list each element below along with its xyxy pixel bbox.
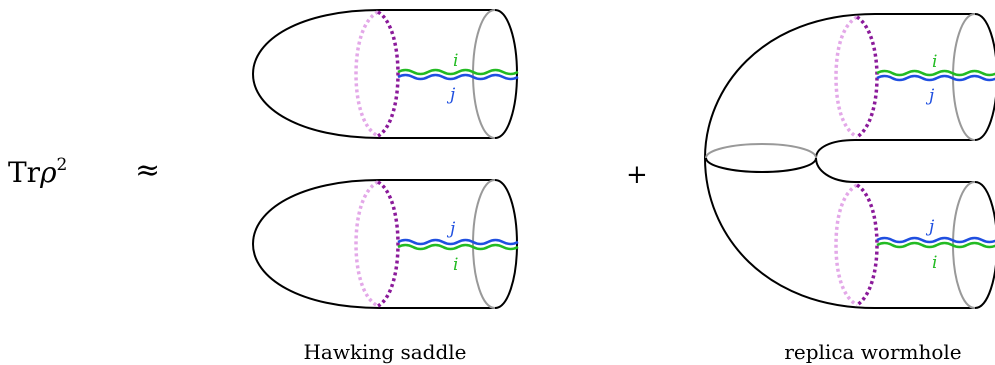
hawking-bottom-strand-j <box>397 238 519 246</box>
hawking-bottom-index-upper: j <box>446 219 456 239</box>
wormhole-top-cut-front <box>974 13 995 141</box>
hawking-bottom-index-lower: i <box>453 255 458 275</box>
hawking-top-disk: i j <box>251 9 519 139</box>
hawking-bottom-cut-front <box>494 179 519 309</box>
wormhole-bottom-index-lower: i <box>932 253 937 273</box>
wormhole-throat-back <box>705 142 817 159</box>
hawking-top-outline <box>251 9 495 139</box>
hawking-bottom-outline <box>251 179 495 309</box>
hawking-top-strand-j <box>397 73 519 81</box>
rho-symbol: ρ <box>39 156 57 189</box>
trace-label: Trρ2 <box>8 155 67 189</box>
wormhole-bottom-surface-front <box>855 183 879 307</box>
wormhole-bottom-strand-i <box>876 241 995 249</box>
wormhole-top-index-upper: i <box>932 52 937 72</box>
wormhole-top-surface-front <box>855 15 879 139</box>
hawking-top-index-lower: j <box>446 85 456 105</box>
rho-exponent: 2 <box>57 155 68 175</box>
hawking-bottom-strand-i <box>397 243 519 251</box>
wormhole-inner-boundary <box>814 139 975 183</box>
wormhole-throat-front <box>705 157 817 174</box>
hawking-top-cut-front <box>494 9 519 139</box>
hawking-top-cut-back <box>471 9 496 139</box>
wormhole-bottom-surface-back <box>834 183 858 307</box>
trace-symbol: Tr <box>8 156 41 189</box>
wormhole-caption: replica wormhole <box>784 340 961 364</box>
hawking-top-strand-i <box>397 68 519 76</box>
wormhole-top-index-lower: j <box>925 86 935 106</box>
hawking-bottom-surface-front <box>376 180 400 308</box>
hawking-top-surface-back <box>354 10 379 138</box>
wormhole-bottom-strand-j <box>876 236 995 244</box>
approx-symbol: ≈ <box>135 153 160 188</box>
wormhole-top-strand-i <box>876 69 995 77</box>
wormhole-bottom-cut-front <box>974 181 995 309</box>
wormhole-geometry: i j j i <box>703 13 995 309</box>
wormhole-top-surface-back <box>834 15 858 139</box>
hawking-top-surface-front <box>376 10 400 138</box>
hawking-top-index-upper: i <box>453 51 458 71</box>
plus-symbol: + <box>626 160 648 190</box>
hawking-bottom-disk: j i <box>251 179 519 309</box>
wormhole-top-cut-back <box>951 13 976 141</box>
wormhole-top-strand-j <box>876 74 995 82</box>
wormhole-bottom-index-upper: j <box>925 217 935 237</box>
hawking-caption: Hawking saddle <box>303 340 466 364</box>
hawking-bottom-surface-back <box>354 180 379 308</box>
hawking-bottom-cut-back <box>471 179 496 309</box>
